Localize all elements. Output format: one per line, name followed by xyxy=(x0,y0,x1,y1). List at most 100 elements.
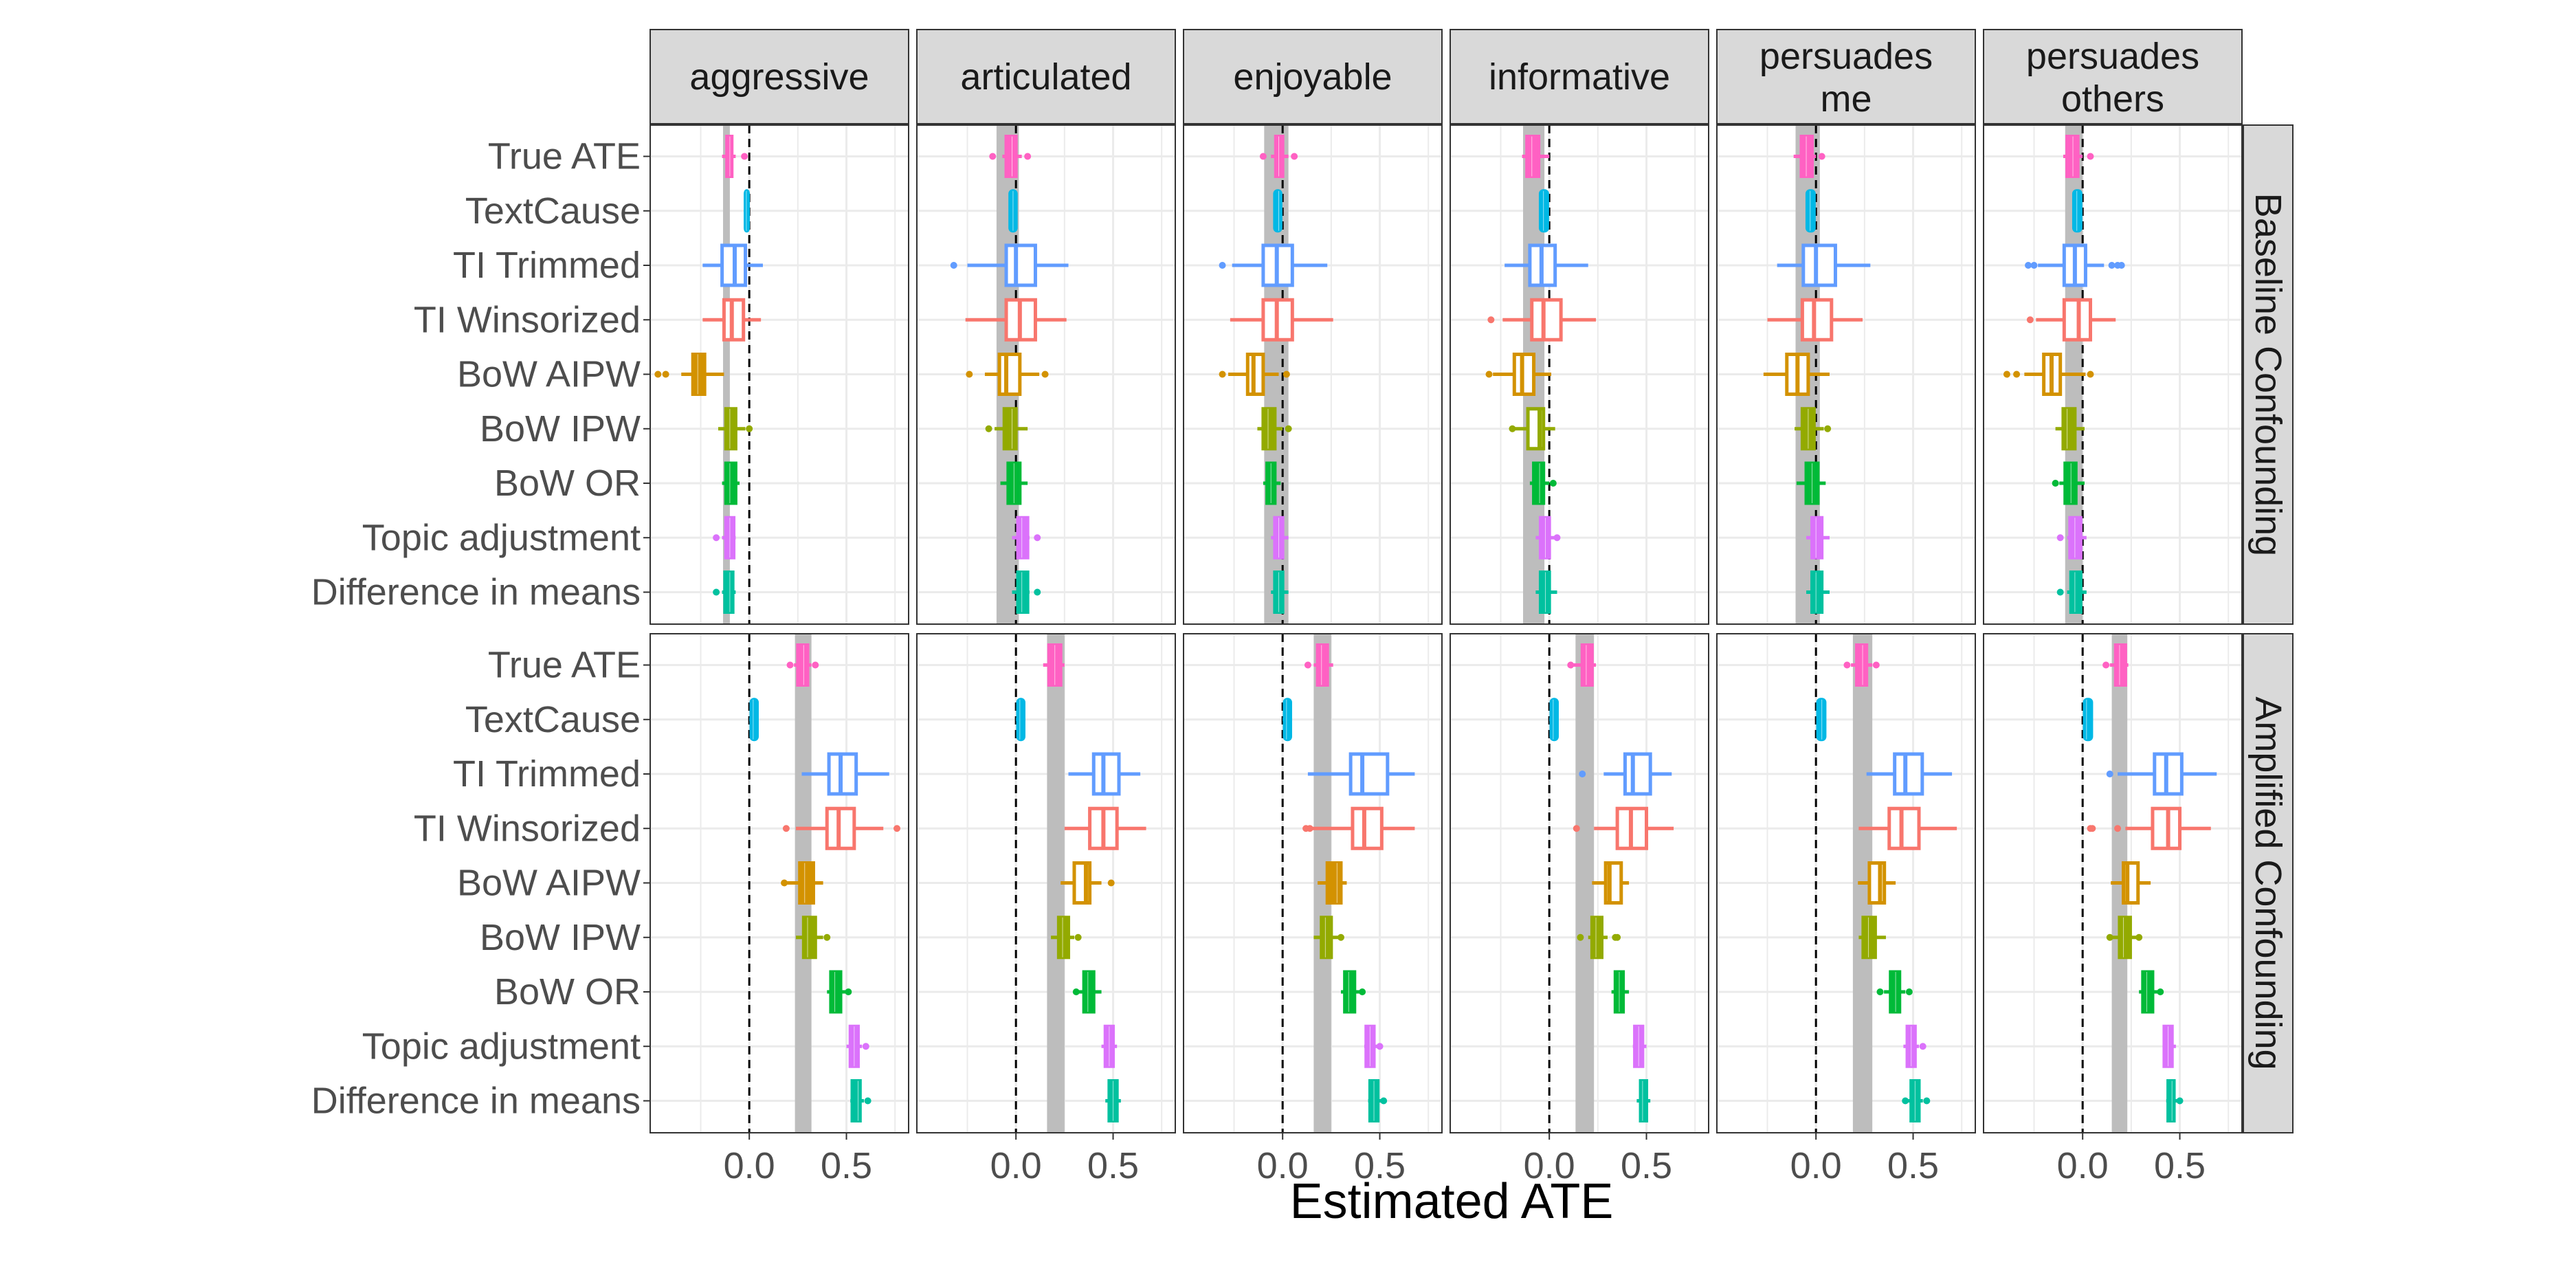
box xyxy=(2118,916,2132,960)
strip-label-line: others xyxy=(2061,78,2164,120)
boxplot-difference-in-means xyxy=(1105,1079,1121,1122)
y-tick-label: BoW IPW xyxy=(480,408,641,450)
outlier-point xyxy=(950,262,957,269)
panel-amplified-confounding-persuades-others xyxy=(1983,633,2243,1133)
box xyxy=(1800,298,1834,342)
outlier-point xyxy=(2013,370,2021,378)
boxplot-true-ate xyxy=(1843,643,1880,687)
strip-label-line: me xyxy=(1820,78,1872,120)
boxplot-ti-trimmed xyxy=(1866,752,1953,796)
boxplot-bow-or xyxy=(722,461,740,505)
boxplot-ti-trimmed xyxy=(950,243,1069,287)
panel-border xyxy=(1716,633,1976,1133)
boxplot-textcause xyxy=(1283,698,1292,742)
outlier-point xyxy=(2026,316,2034,324)
boxplot-difference-in-means xyxy=(1806,571,1830,614)
boxplot-bow-or xyxy=(1263,461,1281,505)
box xyxy=(2083,698,2094,742)
y-tick-label: TextCause xyxy=(465,190,641,232)
outlier-point xyxy=(1573,825,1580,832)
boxplot-bow-or xyxy=(1529,461,1557,505)
outlier-point xyxy=(2102,661,2110,669)
y-axis-labels: True ATE TextCause TI Trimmed TI Winsorized… xyxy=(311,136,650,1122)
column-strip-aggressive: aggressive xyxy=(649,29,909,124)
strip-label: aggressive xyxy=(689,56,869,98)
outlier-point xyxy=(1579,771,1586,777)
boxplot-bow-aipw xyxy=(1763,353,1830,396)
boxplot-ti-trimmed xyxy=(2106,752,2217,796)
boxplot-bow-ipw xyxy=(2106,916,2143,960)
outlier-point xyxy=(1905,988,1913,995)
x-axis-labels: 0.0 0.5 0.0 0.5 0.0 0.5 0.0 0.5 0.0 0.5 0.0 0.5 xyxy=(724,1133,2206,1186)
box xyxy=(1091,752,1121,796)
box xyxy=(1016,516,1030,560)
outlier-point xyxy=(2087,370,2094,378)
boxplot-bow-ipw xyxy=(1313,916,1344,960)
box xyxy=(829,970,843,1014)
y-tick-label: Topic adjustment xyxy=(362,1026,641,1067)
outlier-point xyxy=(1219,370,1226,378)
outlier-point xyxy=(786,661,794,669)
box xyxy=(1273,189,1283,233)
y-tick-label: TI Trimmed xyxy=(453,245,641,286)
y-tick-label: TI Winsorized xyxy=(414,808,641,849)
outlier-point xyxy=(1024,153,1032,160)
box xyxy=(1538,516,1551,560)
box xyxy=(1590,916,1604,960)
box xyxy=(1283,698,1292,742)
panel-border xyxy=(1183,124,1443,625)
boxplot-bow-aipw xyxy=(1219,353,1290,396)
x-tick-label: 0.0 xyxy=(1257,1145,1309,1186)
boxplot-bow-aipw xyxy=(1061,861,1115,905)
boxplot-difference-in-means xyxy=(1271,571,1289,614)
panel-amplified-confounding-aggressive xyxy=(649,633,909,1133)
boxplot-bow-aipw xyxy=(781,861,823,905)
outlier-point xyxy=(2056,534,2064,542)
outlier-point xyxy=(812,661,819,669)
boxplot-textcause xyxy=(2083,698,2094,742)
strip-background xyxy=(649,29,909,124)
boxplot-ti-winsorized xyxy=(1487,298,1597,342)
boxplot-ti-winsorized xyxy=(1573,806,1674,850)
y-tick-label: Difference in means xyxy=(311,1081,641,1122)
boxplot-difference-in-means xyxy=(1012,571,1041,614)
boxplot-bow-aipw xyxy=(1485,353,1552,396)
boxplot-topic-adjustment xyxy=(1271,516,1289,560)
boxplot-true-ate xyxy=(2102,643,2129,687)
strip-label-line: persuades xyxy=(2026,36,2199,77)
boxplot-bow-aipw xyxy=(1592,861,1630,905)
box xyxy=(1893,752,1924,796)
boxplot-true-ate xyxy=(1793,135,1825,178)
panel-baseline-confounding-persuades-me xyxy=(1716,124,1976,625)
y-tick-label: BoW OR xyxy=(494,463,641,504)
box xyxy=(691,353,707,396)
boxplot-ti-winsorized xyxy=(702,298,762,342)
box xyxy=(1315,643,1329,687)
outlier-point xyxy=(1843,661,1851,669)
boxplot-textcause xyxy=(1816,698,1827,742)
box xyxy=(2069,571,2083,614)
outlier-point xyxy=(864,1097,871,1105)
y-tick-label: BoW IPW xyxy=(480,917,641,958)
y-tick-label: Difference in means xyxy=(311,572,641,613)
box xyxy=(1261,407,1277,451)
boxplot-bow-ipw xyxy=(1577,916,1621,960)
boxplot-true-ate xyxy=(1259,135,1298,178)
outlier-point xyxy=(1285,425,1292,432)
panel-border xyxy=(1450,633,1709,1133)
boxplot-bow-or xyxy=(827,970,852,1014)
boxplot-textcause xyxy=(1538,189,1549,233)
box xyxy=(796,643,810,687)
panel-amplified-confounding-articulated xyxy=(916,633,1176,1133)
boxplot-bow-ipw xyxy=(985,407,1028,451)
boxplot-bow-or xyxy=(1072,970,1102,1014)
outlier-point xyxy=(2118,262,2125,269)
outlier-point xyxy=(1072,988,1080,995)
outlier-point xyxy=(713,588,720,596)
boxplot-ti-trimmed xyxy=(702,243,763,287)
boxplot-bow-ipw xyxy=(796,916,831,960)
box xyxy=(749,698,759,742)
boxplot-bow-ipw xyxy=(1257,407,1292,451)
outlier-point xyxy=(1902,1097,1909,1105)
